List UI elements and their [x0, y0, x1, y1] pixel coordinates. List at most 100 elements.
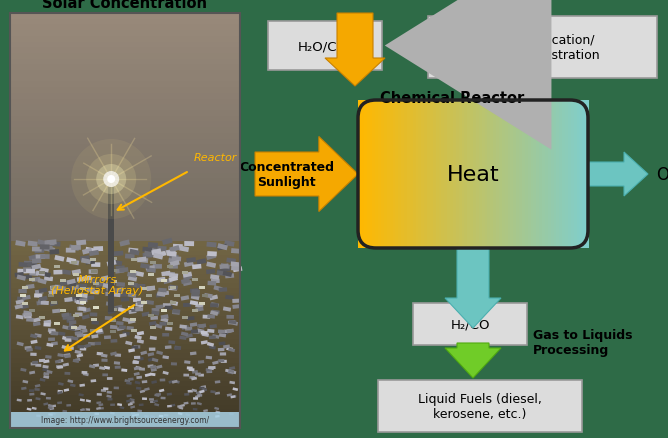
- Bar: [188, 390, 193, 393]
- Bar: [27, 241, 38, 247]
- Bar: [199, 390, 204, 393]
- Bar: [43, 320, 51, 325]
- Bar: [128, 282, 134, 285]
- Bar: [78, 307, 86, 311]
- Bar: [169, 246, 180, 253]
- Bar: [88, 342, 95, 346]
- Bar: [26, 318, 34, 322]
- Bar: [33, 322, 41, 327]
- Bar: [17, 297, 25, 301]
- Bar: [140, 351, 147, 355]
- Bar: [146, 300, 154, 305]
- Bar: [193, 408, 198, 410]
- Bar: [151, 368, 157, 372]
- Bar: [214, 407, 219, 410]
- Circle shape: [96, 165, 126, 194]
- Bar: [41, 301, 49, 305]
- Bar: [110, 319, 116, 322]
- Bar: [32, 247, 41, 252]
- Bar: [10, 111, 240, 117]
- Bar: [114, 361, 120, 365]
- Bar: [228, 321, 236, 325]
- Bar: [134, 367, 140, 371]
- Bar: [67, 316, 75, 321]
- Bar: [10, 162, 240, 168]
- Bar: [106, 287, 115, 292]
- Bar: [144, 251, 154, 258]
- Bar: [212, 361, 218, 365]
- Bar: [10, 325, 240, 330]
- Bar: [57, 390, 63, 393]
- Bar: [93, 306, 99, 309]
- Bar: [206, 368, 212, 371]
- Bar: [375, 101, 379, 248]
- Bar: [178, 246, 189, 253]
- Bar: [10, 20, 240, 25]
- Bar: [172, 311, 180, 315]
- Bar: [231, 395, 236, 398]
- Bar: [157, 292, 166, 297]
- Bar: [233, 267, 242, 272]
- Bar: [149, 398, 154, 401]
- Bar: [31, 277, 41, 283]
- Bar: [217, 244, 228, 251]
- Bar: [192, 278, 198, 281]
- Bar: [163, 304, 171, 307]
- Bar: [69, 245, 79, 251]
- Bar: [554, 101, 557, 248]
- Bar: [97, 352, 103, 356]
- Bar: [215, 410, 220, 414]
- Bar: [10, 60, 240, 65]
- Bar: [125, 341, 132, 346]
- Bar: [39, 359, 45, 362]
- Bar: [146, 265, 155, 271]
- Bar: [467, 101, 471, 248]
- Bar: [174, 346, 181, 350]
- Bar: [493, 101, 496, 248]
- Bar: [10, 14, 240, 20]
- Bar: [10, 414, 240, 419]
- Bar: [86, 399, 91, 403]
- Bar: [34, 333, 41, 338]
- Bar: [65, 339, 71, 342]
- Bar: [226, 258, 236, 264]
- Bar: [226, 393, 232, 397]
- Bar: [185, 413, 190, 416]
- Bar: [130, 401, 135, 404]
- Bar: [110, 339, 118, 343]
- Bar: [23, 380, 28, 384]
- Bar: [476, 101, 479, 248]
- Bar: [10, 242, 240, 246]
- Bar: [139, 403, 144, 406]
- Bar: [99, 407, 104, 410]
- Bar: [192, 290, 200, 294]
- Bar: [202, 388, 207, 391]
- Bar: [158, 288, 167, 293]
- Bar: [43, 365, 49, 369]
- Bar: [162, 355, 169, 360]
- Bar: [77, 277, 86, 282]
- Bar: [202, 294, 208, 297]
- Bar: [191, 402, 196, 405]
- Bar: [79, 399, 85, 402]
- Bar: [108, 288, 116, 294]
- Bar: [116, 282, 125, 287]
- Bar: [46, 397, 51, 400]
- Text: Liquid Fuels (diesel,
kerosene, etc.): Liquid Fuels (diesel, kerosene, etc.): [418, 392, 542, 420]
- Bar: [184, 374, 189, 377]
- Bar: [191, 329, 198, 333]
- Bar: [81, 371, 88, 374]
- Bar: [76, 240, 86, 246]
- Bar: [133, 298, 141, 302]
- Bar: [43, 323, 51, 327]
- Bar: [26, 348, 33, 352]
- Bar: [134, 345, 140, 349]
- Bar: [104, 366, 110, 370]
- Bar: [413, 101, 416, 248]
- Bar: [170, 300, 178, 306]
- Bar: [192, 310, 198, 313]
- Bar: [51, 331, 59, 336]
- Bar: [210, 302, 219, 308]
- Bar: [32, 361, 38, 364]
- Bar: [212, 310, 220, 315]
